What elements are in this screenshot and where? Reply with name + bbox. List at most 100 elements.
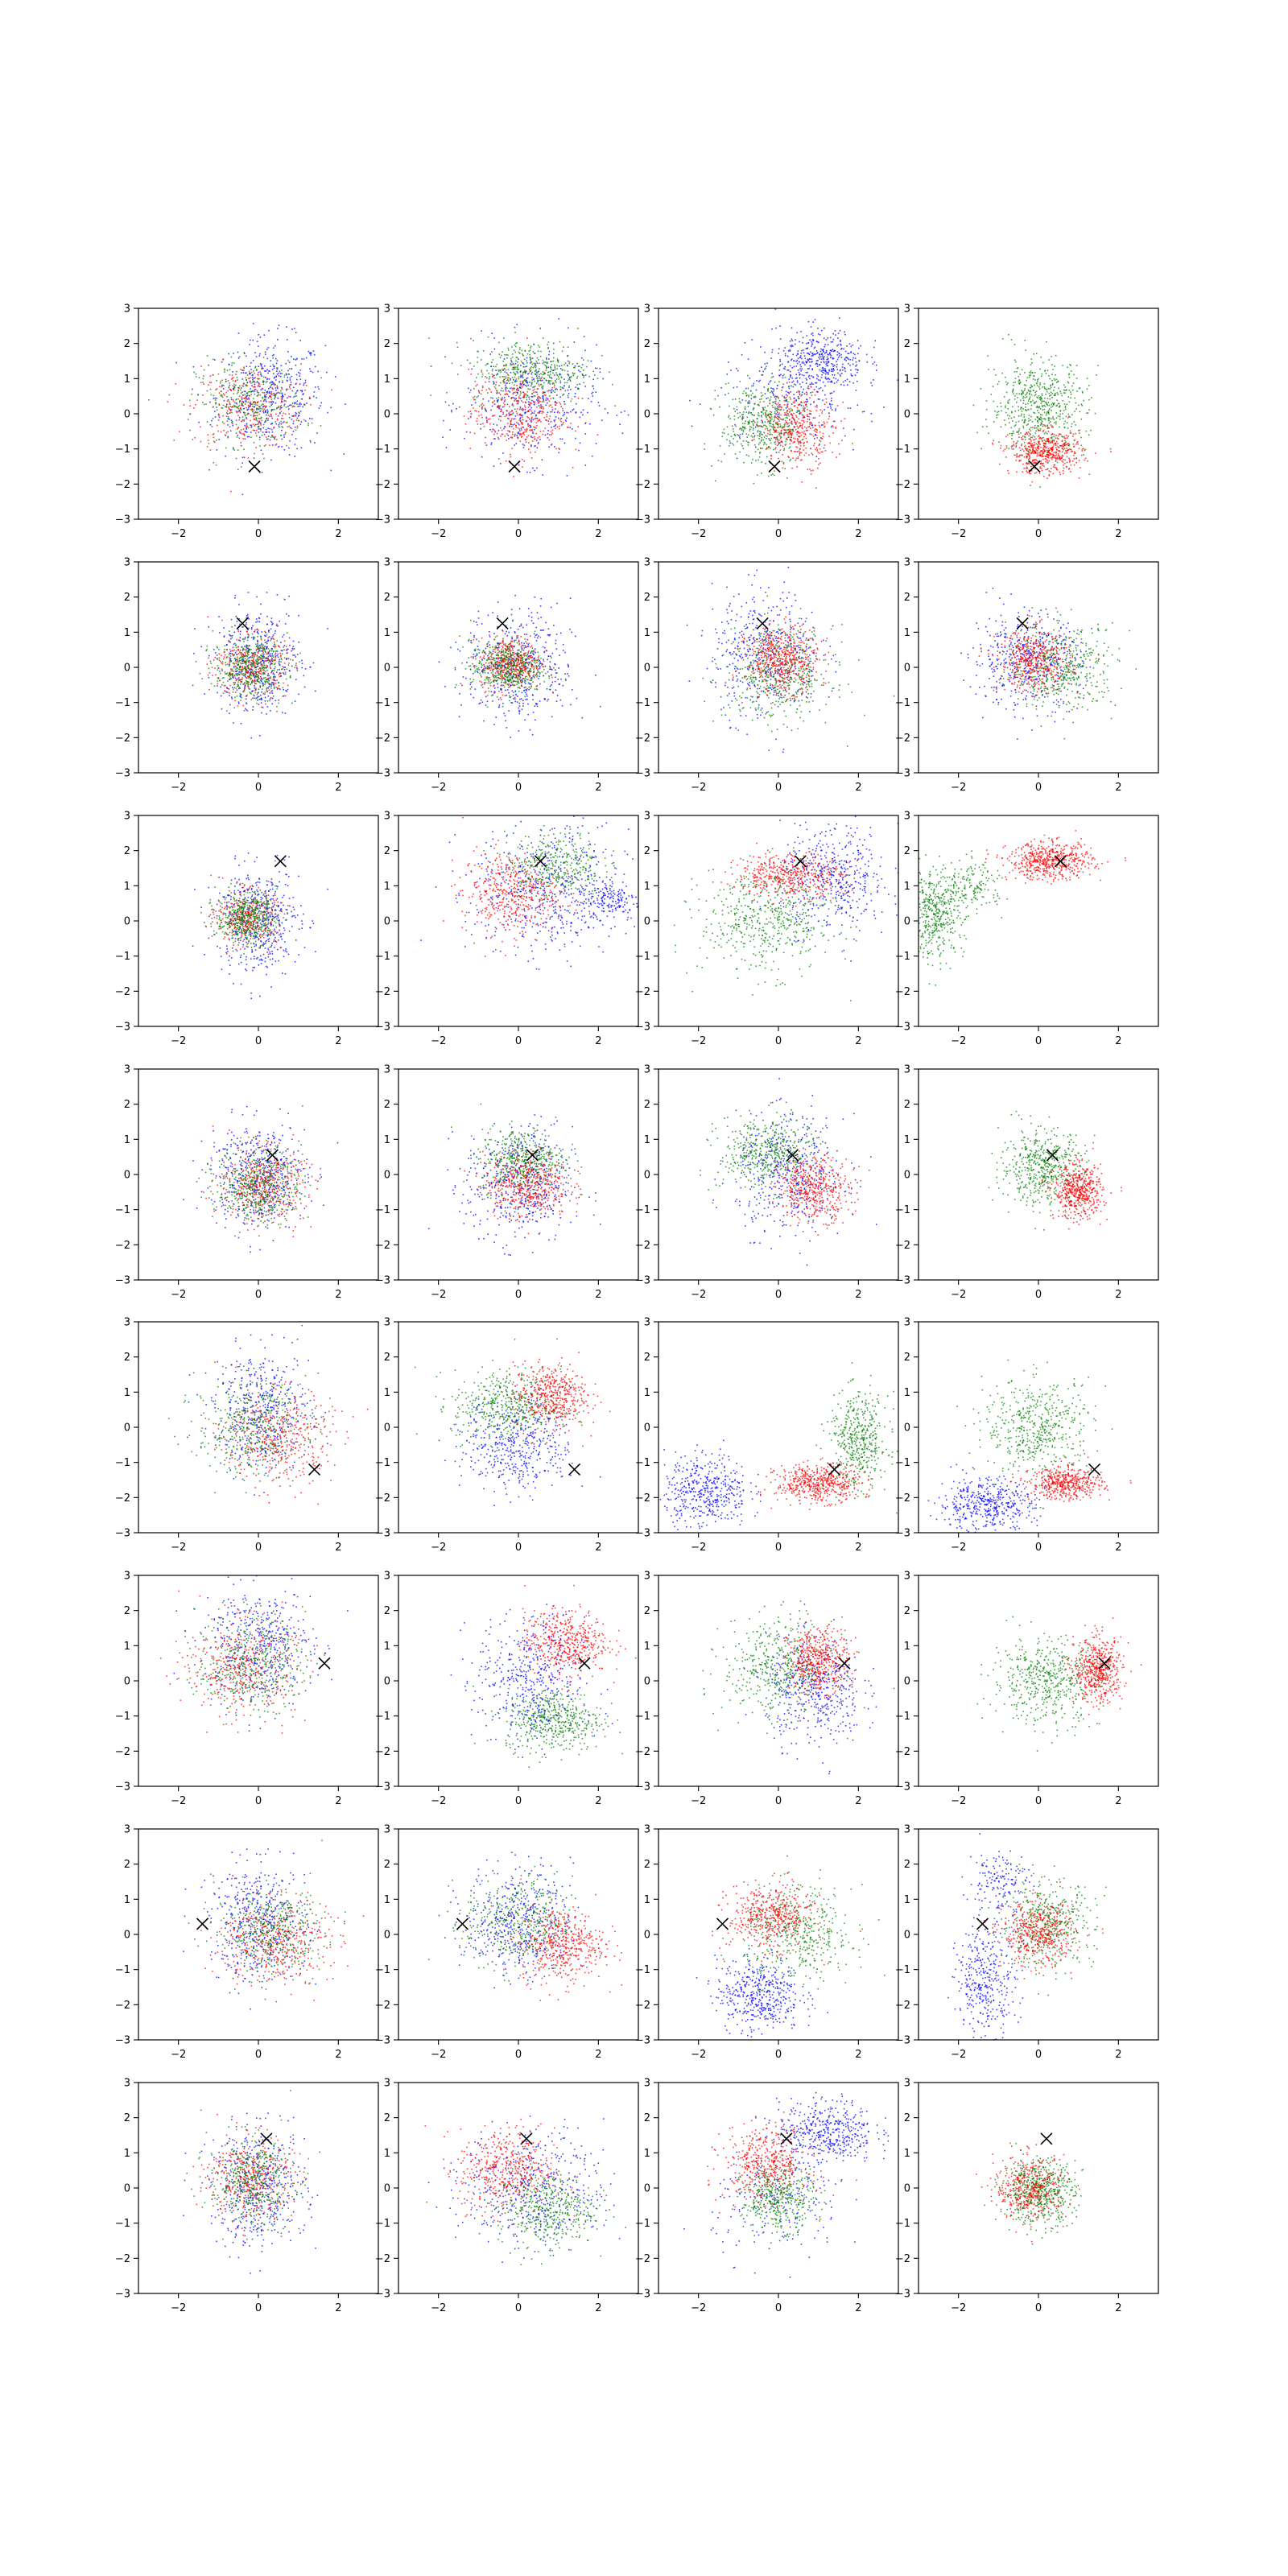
data-point [508, 377, 510, 379]
data-point [1042, 420, 1043, 423]
data-point [564, 362, 567, 365]
data-point [817, 375, 819, 378]
data-point [741, 415, 744, 418]
data-point [277, 328, 279, 329]
data-point [522, 353, 523, 355]
data-point [489, 423, 491, 425]
data-point [1062, 400, 1064, 402]
data-point [1055, 392, 1056, 394]
data-point [477, 390, 480, 392]
data-point [624, 410, 625, 412]
data-point [1067, 437, 1068, 439]
data-point [1036, 427, 1038, 429]
data-point [786, 410, 789, 412]
data-point [195, 373, 197, 375]
data-point [789, 446, 791, 448]
data-point [274, 396, 276, 398]
data-point [837, 379, 839, 382]
data-point [815, 431, 816, 432]
data-point [789, 428, 791, 430]
data-point [758, 370, 761, 372]
data-point [766, 438, 767, 440]
data-point [778, 414, 780, 416]
data-point [801, 439, 803, 441]
data-point [1005, 376, 1006, 378]
data-point [530, 419, 532, 421]
data-point [510, 414, 512, 415]
data-point [523, 384, 525, 386]
data-point [719, 406, 720, 408]
data-point [1038, 419, 1040, 421]
data-point [736, 386, 738, 388]
data-point [1049, 440, 1051, 442]
data-point [527, 384, 529, 386]
data-point [764, 415, 766, 417]
data-point [992, 386, 994, 387]
data-point [1037, 425, 1039, 427]
data-point [556, 389, 558, 390]
data-point [793, 451, 795, 452]
data-point [253, 457, 255, 459]
data-point [568, 412, 569, 414]
data-point [514, 366, 517, 368]
data-point [225, 412, 228, 414]
data-point [281, 407, 283, 409]
data-point [844, 350, 847, 353]
data-point [733, 407, 735, 410]
data-point [787, 369, 790, 371]
data-point [540, 407, 543, 409]
data-point [552, 353, 555, 354]
data-point [689, 399, 691, 402]
data-point [545, 397, 547, 399]
data-point [224, 369, 225, 371]
data-point [810, 411, 812, 412]
data-point [247, 391, 250, 393]
data-point [558, 318, 559, 320]
data-point [200, 426, 201, 428]
data-point [536, 357, 539, 359]
data-point [283, 405, 285, 407]
data-point [535, 369, 537, 371]
data-point [1011, 438, 1013, 440]
data-point [818, 357, 819, 358]
data-point [267, 417, 269, 419]
data-point [843, 427, 844, 429]
data-point [1016, 402, 1018, 403]
data-point [800, 404, 803, 407]
data-point [520, 397, 522, 399]
data-point [1039, 388, 1041, 390]
data-point [768, 447, 770, 448]
data-point [1033, 374, 1034, 377]
data-point [575, 386, 576, 388]
data-point [278, 407, 279, 409]
data-point [784, 353, 786, 355]
data-point [304, 379, 307, 382]
data-point [553, 349, 555, 350]
data-point [1025, 403, 1026, 405]
data-point [807, 418, 809, 420]
data-point [451, 362, 453, 365]
data-point [552, 390, 555, 392]
data-point [774, 398, 777, 400]
data-point [514, 435, 515, 437]
data-point [803, 409, 805, 411]
data-point [1018, 376, 1020, 378]
data-point [1039, 430, 1042, 431]
data-point [519, 432, 521, 435]
data-point [819, 444, 820, 445]
data-point [1061, 456, 1063, 458]
data-point [1047, 411, 1050, 413]
data-point [486, 369, 488, 372]
data-point [265, 399, 266, 401]
data-point [1088, 385, 1090, 386]
data-point [768, 446, 770, 448]
data-point [235, 406, 237, 407]
data-point [1046, 341, 1047, 343]
data-point [280, 407, 282, 409]
data-point [778, 400, 781, 402]
data-point [537, 378, 539, 379]
data-point [803, 405, 804, 407]
data-point [828, 418, 830, 420]
data-point [1063, 426, 1066, 428]
data-point [1034, 419, 1037, 420]
